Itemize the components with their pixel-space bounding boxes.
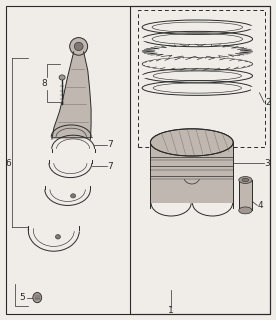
Ellipse shape xyxy=(74,42,83,51)
Polygon shape xyxy=(52,52,91,139)
Text: 1: 1 xyxy=(168,306,174,315)
Text: 4: 4 xyxy=(257,201,263,210)
Circle shape xyxy=(33,292,42,303)
Text: 8: 8 xyxy=(42,79,47,88)
Ellipse shape xyxy=(70,38,88,55)
Ellipse shape xyxy=(239,207,252,214)
Bar xyxy=(150,142,233,203)
Text: 6: 6 xyxy=(6,159,11,168)
Ellipse shape xyxy=(55,235,60,239)
Text: 7: 7 xyxy=(108,162,113,171)
Ellipse shape xyxy=(59,75,65,80)
Text: 7: 7 xyxy=(108,140,113,149)
Bar xyxy=(239,180,252,211)
Bar xyxy=(138,10,265,147)
Text: 2: 2 xyxy=(265,98,270,107)
Ellipse shape xyxy=(242,178,249,182)
Text: 3: 3 xyxy=(264,159,270,168)
Ellipse shape xyxy=(239,177,252,183)
Ellipse shape xyxy=(150,129,233,156)
Bar xyxy=(130,6,270,314)
Text: 5: 5 xyxy=(20,293,25,302)
Ellipse shape xyxy=(71,194,76,198)
